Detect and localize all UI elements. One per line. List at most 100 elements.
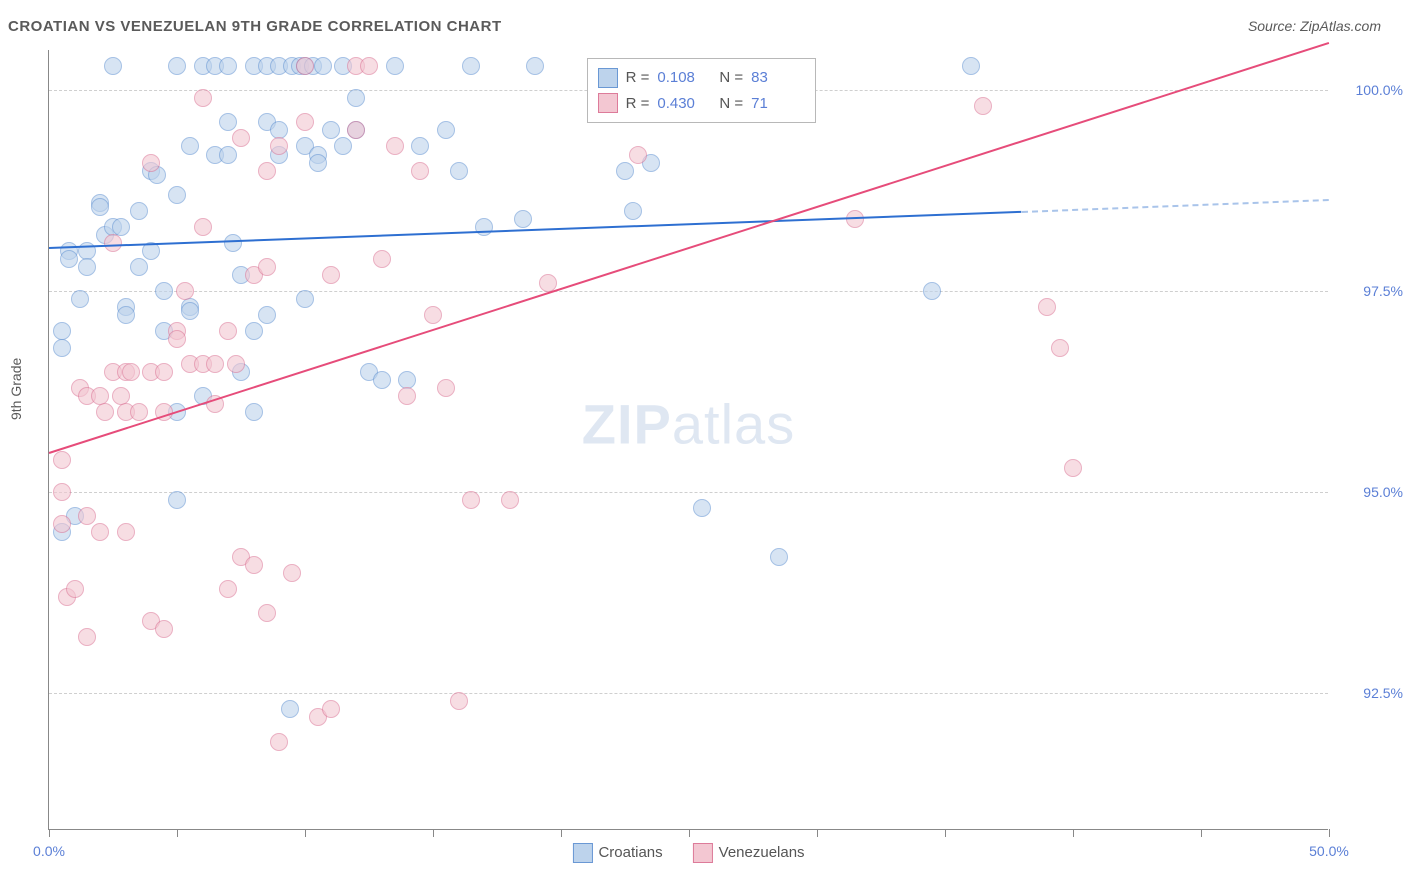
data-point xyxy=(296,57,314,75)
data-point xyxy=(224,234,242,252)
data-point xyxy=(450,162,468,180)
x-tick xyxy=(1201,829,1202,837)
data-point xyxy=(206,355,224,373)
data-point xyxy=(53,451,71,469)
data-point xyxy=(347,89,365,107)
data-point xyxy=(78,258,96,276)
data-point xyxy=(155,282,173,300)
x-tick xyxy=(561,829,562,837)
data-point xyxy=(78,507,96,525)
data-point xyxy=(437,121,455,139)
data-point xyxy=(322,700,340,718)
data-point xyxy=(130,202,148,220)
data-point xyxy=(181,137,199,155)
data-point xyxy=(53,339,71,357)
data-point xyxy=(270,137,288,155)
r-label: R = xyxy=(626,91,650,117)
x-tick xyxy=(1073,829,1074,837)
y-axis-label: 9th Grade xyxy=(8,358,24,420)
x-tick xyxy=(817,829,818,837)
y-tick-label: 95.0% xyxy=(1363,484,1403,500)
data-point xyxy=(104,234,122,252)
n-value: 83 xyxy=(751,65,805,91)
data-point xyxy=(78,628,96,646)
chart-plot-area: ZIPatlas CroatiansVenezuelans 92.5%95.0%… xyxy=(48,50,1328,830)
data-point xyxy=(923,282,941,300)
data-point xyxy=(296,113,314,131)
data-point xyxy=(232,129,250,147)
legend-swatch xyxy=(693,843,713,863)
data-point xyxy=(386,57,404,75)
x-tick xyxy=(689,829,690,837)
data-point xyxy=(450,692,468,710)
legend-bottom: Croatians Venezuelans xyxy=(572,843,804,863)
stats-legend-box: R = 0.108 N = 83 R = 0.430 N = 71 xyxy=(587,58,817,123)
watermark: ZIPatlas xyxy=(582,391,795,456)
data-point xyxy=(281,700,299,718)
legend-item: Venezuelans xyxy=(693,843,805,863)
data-point xyxy=(526,57,544,75)
chart-title: CROATIAN VS VENEZUELAN 9TH GRADE CORRELA… xyxy=(8,18,502,35)
data-point xyxy=(334,137,352,155)
data-point xyxy=(104,57,122,75)
data-point xyxy=(245,322,263,340)
data-point xyxy=(974,97,992,115)
data-point xyxy=(176,282,194,300)
data-point xyxy=(424,306,442,324)
data-point xyxy=(616,162,634,180)
n-label: N = xyxy=(719,65,743,91)
data-point xyxy=(194,218,212,236)
data-point xyxy=(411,162,429,180)
data-point xyxy=(168,491,186,509)
data-point xyxy=(1051,339,1069,357)
legend-swatch xyxy=(572,843,592,863)
data-point xyxy=(258,162,276,180)
y-tick-label: 97.5% xyxy=(1363,283,1403,299)
gridline-h xyxy=(49,492,1328,493)
data-point xyxy=(219,57,237,75)
data-point xyxy=(347,121,365,139)
gridline-h xyxy=(49,693,1328,694)
n-label: N = xyxy=(719,91,743,117)
x-tick-label: 50.0% xyxy=(1309,843,1349,859)
data-point xyxy=(168,186,186,204)
x-tick xyxy=(177,829,178,837)
data-point xyxy=(155,363,173,381)
data-point xyxy=(168,57,186,75)
data-point xyxy=(53,483,71,501)
data-point xyxy=(96,403,114,421)
data-point xyxy=(66,580,84,598)
data-point xyxy=(245,403,263,421)
data-point xyxy=(117,306,135,324)
r-value: 0.430 xyxy=(657,91,711,117)
r-label: R = xyxy=(626,65,650,91)
data-point xyxy=(386,137,404,155)
data-point xyxy=(475,218,493,236)
data-point xyxy=(130,258,148,276)
data-point xyxy=(219,113,237,131)
x-tick xyxy=(49,829,50,837)
data-point xyxy=(283,564,301,582)
legend-label: Croatians xyxy=(598,844,662,861)
stats-swatch xyxy=(598,68,618,88)
data-point xyxy=(91,523,109,541)
data-point xyxy=(122,363,140,381)
data-point xyxy=(168,330,186,348)
data-point xyxy=(258,604,276,622)
n-value: 71 xyxy=(751,91,805,117)
stats-row: R = 0.430 N = 71 xyxy=(598,91,806,117)
data-point xyxy=(91,198,109,216)
x-tick xyxy=(305,829,306,837)
data-point xyxy=(245,556,263,574)
data-point xyxy=(437,379,455,397)
data-point xyxy=(629,146,647,164)
data-point xyxy=(309,154,327,172)
x-tick xyxy=(1329,829,1330,837)
data-point xyxy=(1038,298,1056,316)
data-point xyxy=(373,371,391,389)
data-point xyxy=(693,499,711,517)
data-point xyxy=(71,290,89,308)
r-value: 0.108 xyxy=(657,65,711,91)
data-point xyxy=(155,620,173,638)
data-point xyxy=(258,258,276,276)
